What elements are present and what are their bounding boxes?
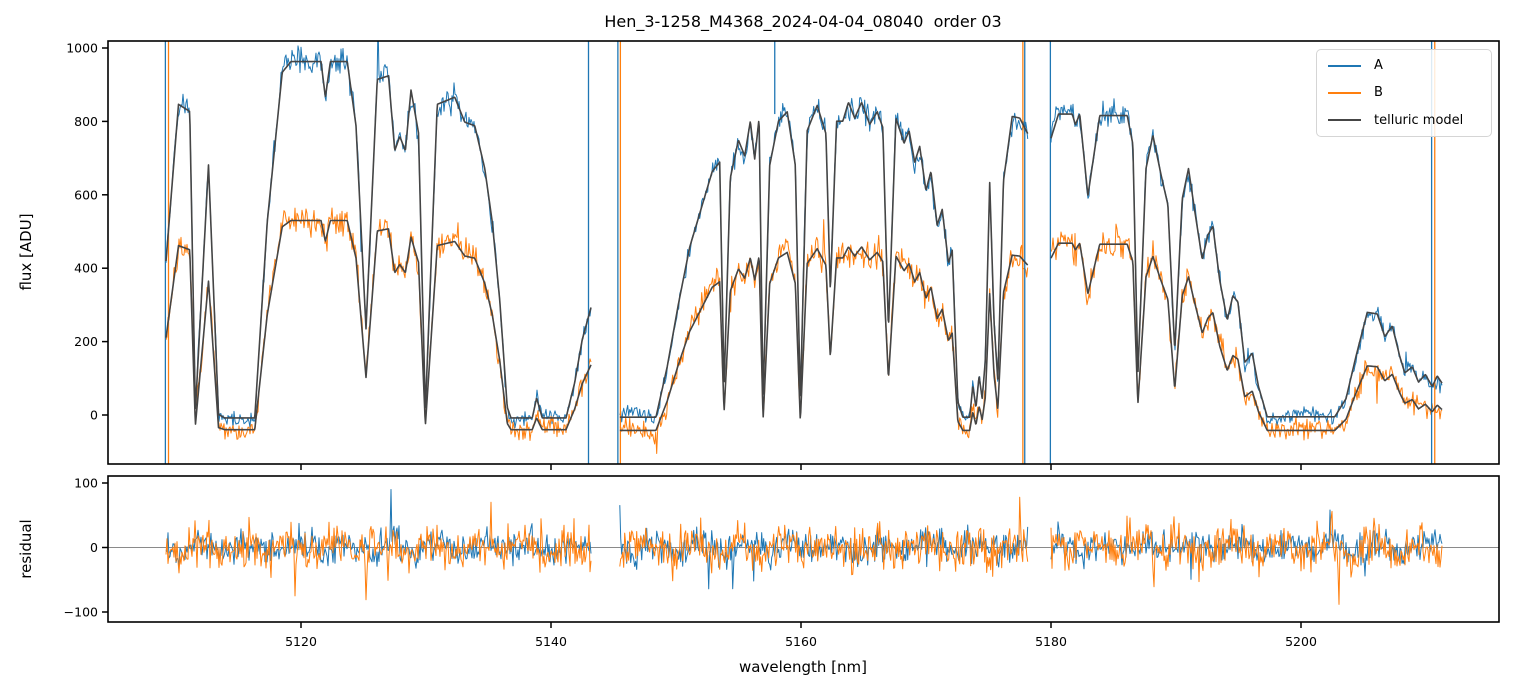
series-a-swatch: [1328, 64, 1361, 67]
series-A-data-segment-3: [1050, 98, 1443, 426]
main-panel-frame: [107, 40, 1500, 465]
x-axis-label: wavelength [nm]: [739, 658, 867, 676]
legend-item-a: A: [1317, 59, 1491, 72]
legend-item-b: B: [1317, 86, 1491, 99]
residual-y-axis-label: residual: [17, 519, 35, 579]
x-tick-label: 5200: [1285, 634, 1317, 649]
main-y-tick-label: 0: [90, 408, 98, 423]
main-y-tick-label: 200: [74, 334, 98, 349]
main-y-tick-label: 1000: [66, 41, 98, 56]
telluric-model-swatch: [1328, 119, 1361, 122]
telluric-model-B-segment-1: [165, 219, 592, 431]
residual-B-segment-3: [1050, 510, 1443, 605]
residual-panel-frame: [107, 475, 1500, 623]
telluric-model-B-segment-2: [619, 246, 1029, 432]
legend: A B telluric model: [1316, 49, 1492, 137]
legend-item-telluric-model: telluric model: [1317, 114, 1491, 127]
page-title: Hen_3-1258_M4368_2024-04-04_08040 order …: [604, 12, 1002, 31]
x-tick-label: 5180: [1035, 634, 1067, 649]
legend-label-a: A: [1374, 58, 1383, 74]
residual-y-tick-label: 0: [90, 540, 98, 555]
legend-label-b: B: [1374, 85, 1383, 101]
telluric-model-A-segment-1: [165, 60, 592, 419]
residual-B-segment-2: [619, 496, 1029, 582]
main-y-tick-label: 800: [74, 114, 98, 129]
main-panel-plot-area: [164, 41, 1443, 464]
x-tick-label: 5160: [785, 634, 817, 649]
residual-y-tick-label: 100: [74, 476, 98, 491]
residual-panel-plot-area: [108, 489, 1499, 605]
series-b-swatch: [1328, 91, 1361, 94]
residual-B-segment-1: [165, 501, 592, 601]
series-A-data-segment-1: [165, 41, 592, 429]
telluric-model-B-segment-3: [1050, 242, 1443, 432]
main-y-axis-label: flux [ADU]: [17, 213, 35, 291]
x-tick-label: 5140: [535, 634, 567, 649]
residual-A-segment-1: [165, 489, 592, 569]
main-y-tick-label: 400: [74, 261, 98, 276]
telluric-model-A-segment-2: [619, 101, 1029, 418]
series-B-data-segment-2: [619, 219, 1029, 454]
main-y-tick-label: 600: [74, 187, 98, 202]
telluric-model-A-segment-3: [1050, 113, 1443, 418]
x-tick-label: 5120: [285, 634, 317, 649]
series-B-data-segment-1: [165, 207, 592, 441]
legend-label-telluric-model: telluric model: [1374, 112, 1464, 128]
residual-y-tick-label: −100: [64, 605, 98, 620]
series-B-data-segment-3: [1050, 223, 1443, 441]
